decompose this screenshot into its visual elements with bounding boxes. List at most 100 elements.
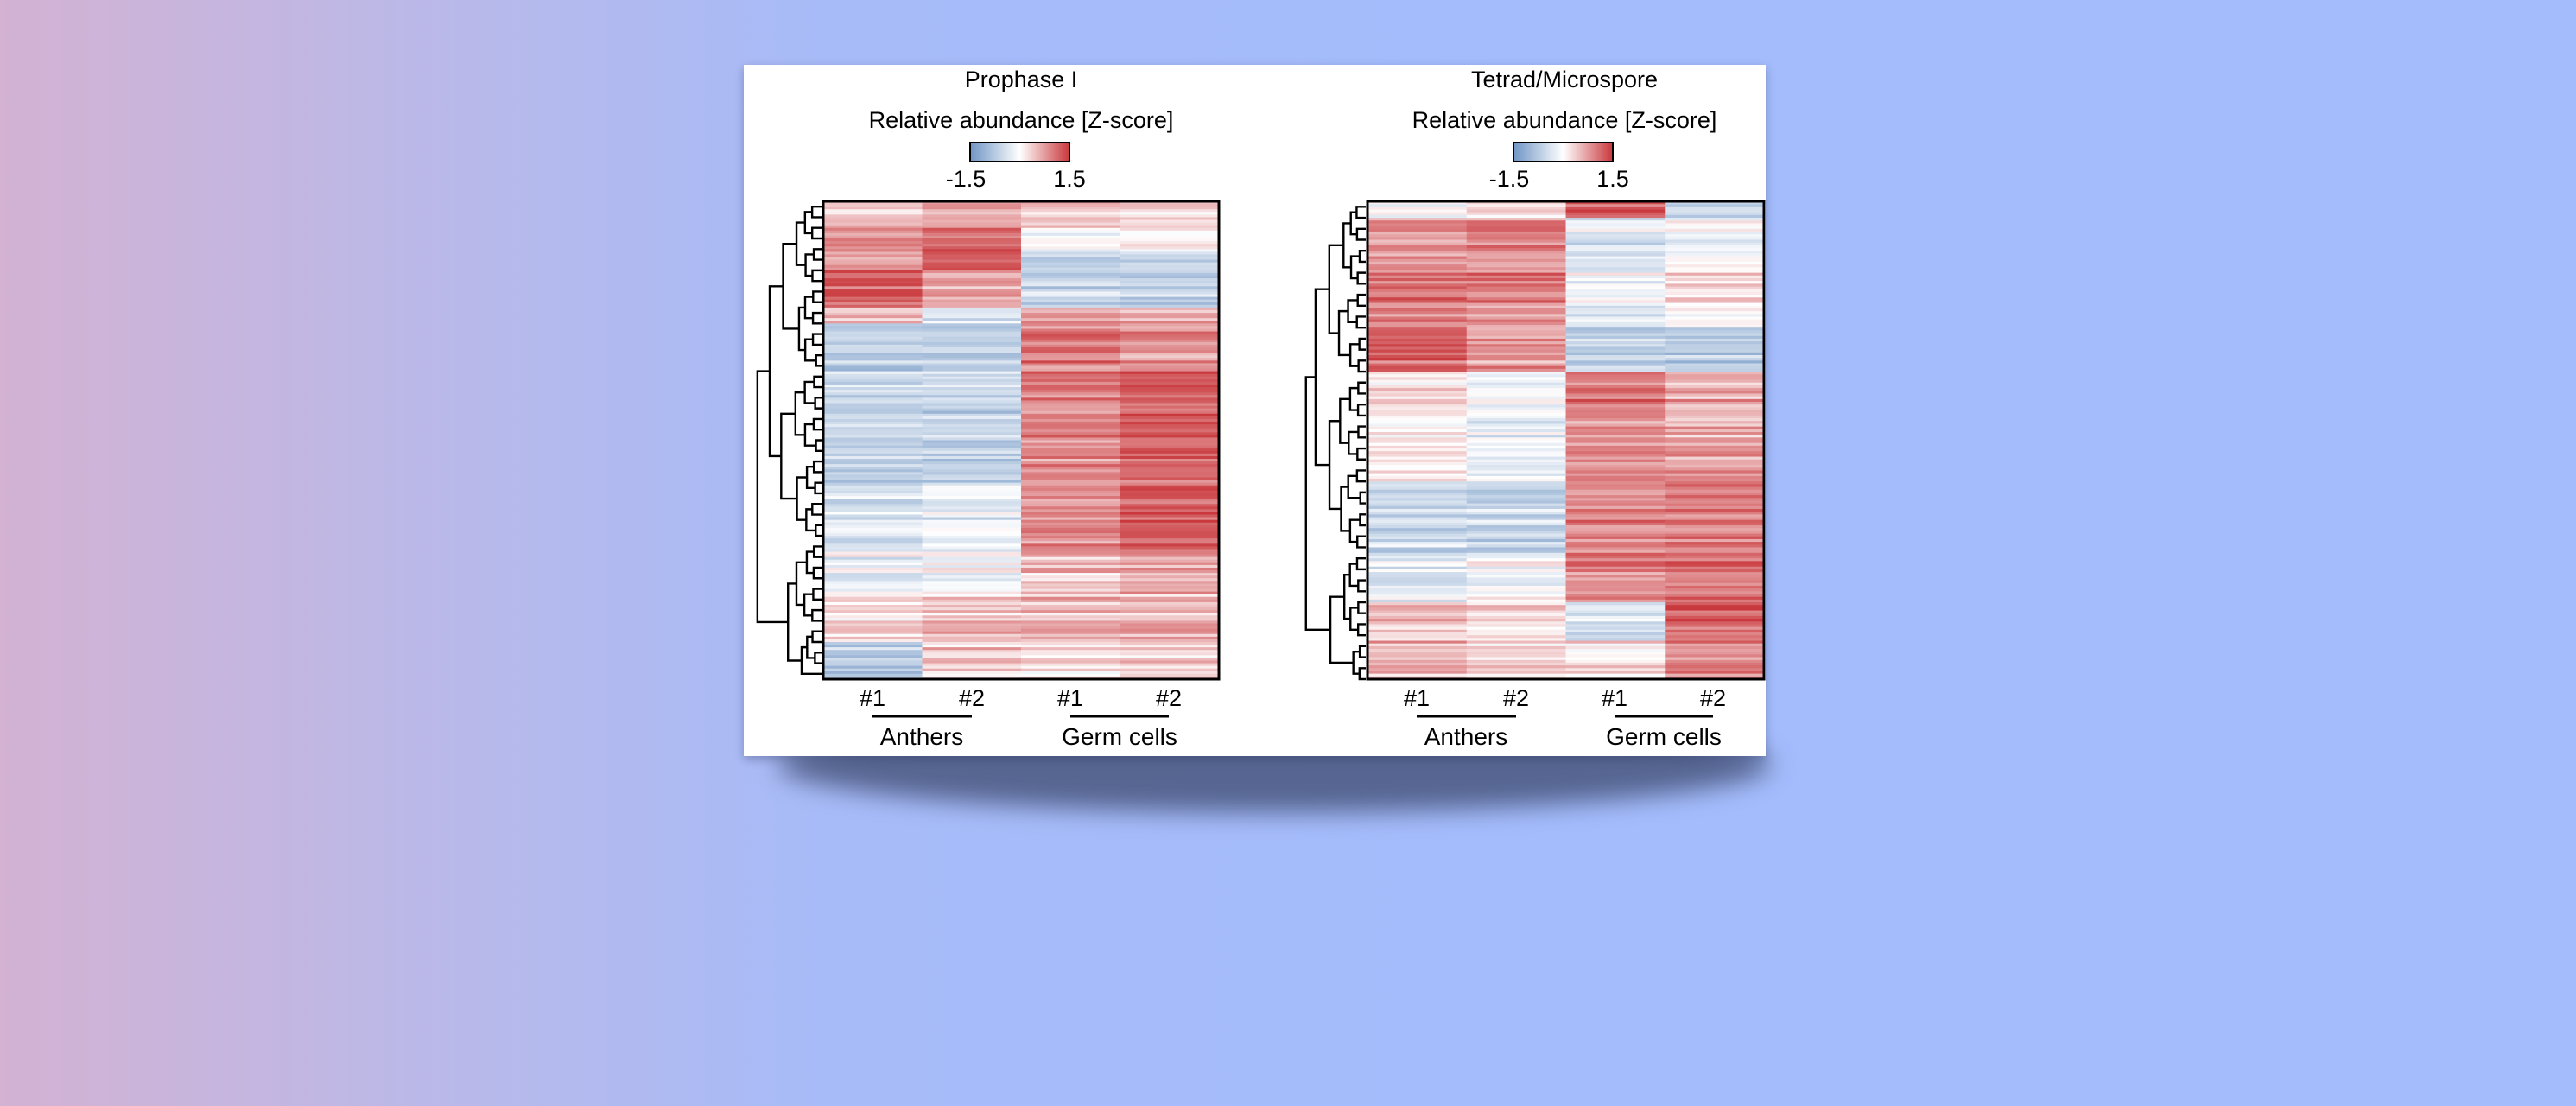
heatmap-cell (1021, 294, 1121, 298)
heatmap-cell (922, 302, 1022, 306)
heatmap-cell (1367, 341, 1468, 345)
heatmap-cell (1021, 467, 1121, 470)
heatmap-cell (823, 570, 923, 574)
heatmap-cell (922, 665, 1022, 670)
heatmap-cell (1665, 352, 1765, 356)
heatmap-cell (1021, 373, 1121, 378)
dendrogram-branch (803, 423, 816, 447)
column-label: #2 (1700, 685, 1726, 711)
heatmap-cell (823, 620, 923, 625)
heatmap-cell (1120, 355, 1220, 359)
heatmap-cell (1466, 365, 1567, 370)
heatmap-cell (1466, 358, 1567, 361)
heatmap-cell (823, 594, 923, 598)
heatmap-cell (1120, 477, 1220, 481)
heatmap-cell (1021, 530, 1121, 534)
heatmap-cell (1367, 385, 1468, 389)
heatmap-cell (1565, 333, 1666, 337)
heatmap-cell (1565, 253, 1666, 257)
heatmap-cell (922, 299, 1022, 303)
heatmap-cell (1565, 454, 1666, 458)
heatmap-cell (922, 353, 1022, 356)
heatmap-cell (922, 360, 1022, 364)
heatmap-cell (1466, 599, 1567, 603)
dendrogram (756, 205, 822, 676)
heatmap-cell (1021, 472, 1121, 476)
heatmap-cell (823, 631, 923, 635)
heatmap-cell (1120, 336, 1220, 340)
heatmap-cell (1120, 631, 1220, 635)
dendrogram-branch (768, 285, 784, 458)
heatmap-cell (1466, 223, 1567, 227)
heatmap-cell (922, 395, 1022, 398)
heatmap-cell (1565, 519, 1666, 524)
heatmap-cell (823, 636, 923, 640)
heatmap-cell (1565, 429, 1666, 433)
heatmap-cell (1466, 239, 1567, 244)
heatmap-cell (1466, 245, 1567, 249)
heatmap-cell (1021, 485, 1121, 489)
heatmap-cell (922, 336, 1022, 340)
heatmap-cell (1367, 239, 1468, 244)
heatmap-cell (1120, 541, 1220, 544)
heatmap-cell (922, 472, 1022, 476)
heatmap-cell (1120, 663, 1220, 667)
heatmap-cell (922, 464, 1022, 467)
heatmap-cell (922, 482, 1022, 486)
heatmap-cell (1120, 581, 1220, 584)
heatmap-cell (922, 291, 1022, 296)
heatmap-cell (1466, 563, 1567, 568)
heatmap-cell (922, 459, 1022, 462)
heatmap-cell (922, 671, 1022, 675)
heatmap-cell (1665, 344, 1765, 348)
dendrogram-branch (803, 338, 816, 362)
heatmap-cell (1466, 429, 1567, 433)
dendrogram-branch (815, 524, 822, 537)
heatmap-cell (823, 204, 923, 207)
heatmap-cell (1665, 204, 1765, 207)
heatmap-cell (1367, 402, 1468, 405)
heatmap-cell (823, 350, 923, 353)
heatmap-cell (1021, 259, 1121, 264)
dendrogram-branch (1349, 211, 1357, 236)
heatmap-cell (1021, 299, 1121, 303)
heatmap-cell (1021, 499, 1121, 502)
heatmap-cell (1367, 314, 1468, 318)
heatmap-cell (1120, 302, 1220, 306)
heatmap-cell (1120, 353, 1220, 356)
heatmap-cell (1120, 387, 1220, 391)
heatmap-cell (1665, 305, 1765, 309)
heatmap-cell (823, 496, 923, 499)
heatmap-cell (1466, 577, 1567, 582)
heatmap-cell (1565, 437, 1666, 442)
dendrogram-branch (805, 508, 816, 532)
dendrogram-branch (812, 545, 822, 558)
heatmap-cell (1120, 341, 1220, 346)
heatmap-cell (922, 397, 1022, 402)
heatmap-cell (1021, 432, 1121, 435)
heatmap-cell (1367, 580, 1468, 584)
heatmap-cell (823, 304, 923, 308)
heatmap-cell (1565, 569, 1666, 573)
heatmap-cell (1665, 503, 1765, 507)
heatmap-cell (1021, 296, 1121, 301)
heatmap-cell (1120, 673, 1220, 677)
heatmap-cell (1466, 615, 1567, 620)
heatmap-cell (1466, 226, 1567, 230)
heatmap-cell (823, 246, 923, 250)
heatmap-cell (1565, 467, 1666, 472)
heatmap-cell (1367, 668, 1468, 672)
heatmap-cell (1466, 665, 1567, 669)
heatmap-cell (1367, 272, 1468, 276)
heatmap-cell (1021, 578, 1121, 582)
heatmap-cell (1565, 643, 1666, 647)
heatmap-cell (1367, 495, 1468, 499)
heatmap-cell (922, 573, 1022, 576)
heatmap-cell (1565, 365, 1666, 370)
heatmap-cell (1466, 344, 1567, 348)
heatmap-cell (1021, 601, 1121, 606)
heatmap-cell (1565, 385, 1666, 389)
heatmap-cell (823, 291, 923, 296)
heatmap-cell (1565, 316, 1666, 321)
heatmap-cell (1367, 500, 1468, 505)
